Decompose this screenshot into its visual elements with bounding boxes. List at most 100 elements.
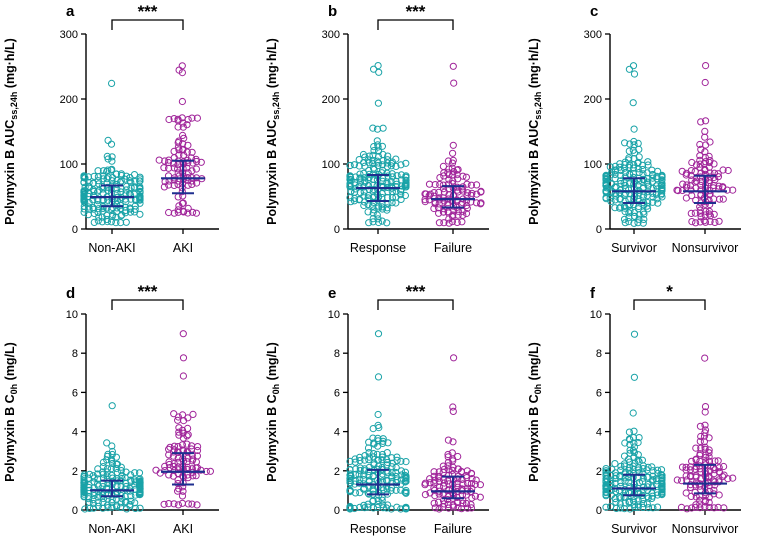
data-point	[611, 204, 619, 212]
data-point	[90, 209, 99, 218]
data-point	[644, 504, 653, 512]
data-point	[654, 466, 662, 474]
data-point	[425, 192, 433, 200]
data-point	[649, 504, 657, 512]
data-point	[687, 209, 695, 217]
data-point	[450, 354, 458, 362]
data-point	[393, 503, 401, 511]
data-point	[184, 431, 192, 439]
panel-c: c 0 100 200 300 Survivor Nonsurvivor Polymyxin …	[527, 3, 741, 255]
data-point	[184, 115, 192, 124]
data-point	[155, 156, 163, 164]
data-point	[715, 491, 723, 499]
data-point	[179, 354, 188, 362]
data-point	[445, 486, 453, 494]
data-point	[112, 170, 121, 178]
data-point	[89, 192, 98, 200]
data-point	[136, 475, 144, 483]
data-point	[611, 196, 619, 204]
data-point	[184, 159, 192, 167]
data-point	[378, 496, 386, 504]
y-tick-label: 0	[334, 224, 340, 236]
data-point	[639, 500, 648, 508]
data-point	[705, 163, 713, 171]
data-point	[625, 209, 633, 217]
data-point	[673, 476, 681, 484]
data-point	[653, 185, 661, 193]
data-point	[617, 462, 625, 470]
data-point	[658, 483, 666, 491]
data-point	[81, 505, 89, 513]
data-point	[620, 215, 629, 223]
data-point	[350, 161, 358, 169]
data-point	[445, 466, 453, 474]
data-point	[602, 489, 610, 497]
data-point	[174, 487, 182, 495]
y-tick-label: 2	[596, 466, 602, 478]
data-point	[630, 439, 638, 447]
y-axis-title-sub: ss,24h	[533, 92, 543, 120]
data-point	[183, 458, 191, 466]
y-tick-label: 100	[60, 159, 78, 171]
data-point	[165, 208, 173, 217]
y-tick-label: 0	[334, 505, 340, 517]
data-point	[107, 140, 116, 148]
data-point	[356, 457, 364, 465]
data-point	[383, 206, 391, 214]
data-point	[625, 218, 633, 226]
data-point	[719, 183, 727, 191]
data-point	[175, 146, 183, 154]
data-point	[112, 453, 121, 461]
data-point	[696, 496, 704, 504]
panel-d: d 0 2 4 6 8 10 Non-AKI AKI Polymyxin B C0h (mg/L)…	[3, 282, 219, 536]
data-point	[347, 187, 355, 195]
data-point	[402, 477, 410, 486]
data-point	[397, 457, 405, 465]
data-point	[95, 186, 103, 194]
y-axis-title-main: Polymyxin B C	[527, 394, 541, 482]
x-category-label: Nonsurvivor	[672, 241, 739, 255]
data-point	[720, 462, 728, 471]
data-point	[94, 217, 102, 225]
data-point	[80, 197, 88, 205]
data-point	[444, 462, 452, 470]
data-point	[435, 219, 443, 227]
x-category-label: Response	[350, 522, 406, 536]
data-point	[472, 199, 481, 207]
panel-label: d	[66, 285, 75, 302]
data-point	[351, 470, 360, 478]
data-point	[635, 168, 643, 177]
y-axis-title: Polymyxin B AUCss,24h (mg·h/L)	[527, 38, 543, 225]
y-axis-title-unit: (mg·h/L)	[527, 38, 541, 91]
group-nonsurvivor	[673, 62, 737, 227]
y-tick-label: 4	[334, 427, 340, 439]
data-point	[365, 152, 373, 160]
data-point	[701, 127, 709, 135]
data-point	[379, 124, 387, 132]
data-point	[378, 456, 386, 464]
data-point	[374, 330, 383, 338]
data-point	[608, 168, 616, 176]
data-point	[94, 465, 102, 473]
data-point	[131, 183, 139, 191]
data-point	[397, 161, 405, 169]
data-point	[108, 177, 116, 185]
data-point	[421, 481, 429, 489]
data-point	[463, 201, 471, 210]
data-point	[94, 167, 102, 175]
data-point	[688, 218, 696, 226]
data-point	[188, 114, 196, 122]
data-point	[131, 499, 139, 507]
data-point	[715, 478, 723, 486]
data-point	[356, 467, 364, 475]
y-axis-title-unit: (mg/L)	[265, 342, 279, 384]
data-point	[602, 484, 610, 492]
data-point	[697, 213, 705, 221]
group-failure	[421, 354, 484, 513]
data-point	[392, 463, 400, 472]
data-point	[444, 453, 452, 461]
data-point	[378, 217, 386, 225]
y-axis-title-main: Polymyxin B C	[265, 394, 279, 482]
data-point	[652, 190, 661, 198]
significance-bracket	[377, 299, 454, 310]
